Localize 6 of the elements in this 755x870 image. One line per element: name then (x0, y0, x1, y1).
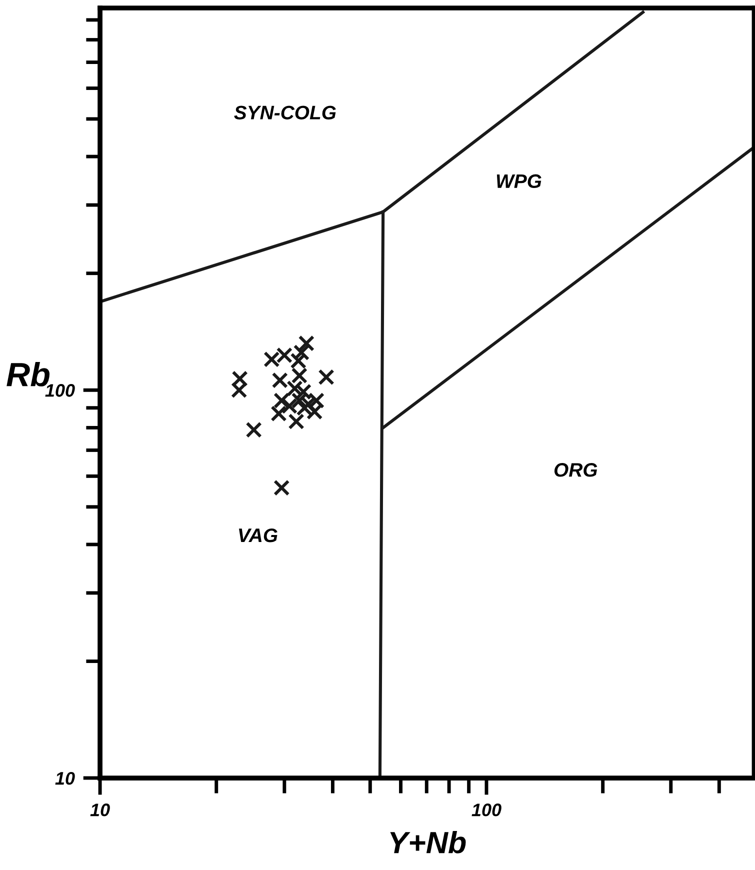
annotation: VAG (238, 528, 278, 542)
annotation: WPG (496, 174, 542, 188)
annotation: SYN-COLG (234, 106, 336, 120)
x-axis-title: Y+Nb (390, 830, 466, 854)
annotation: ORG (554, 463, 598, 477)
y-axis-title: Rb (6, 362, 50, 386)
